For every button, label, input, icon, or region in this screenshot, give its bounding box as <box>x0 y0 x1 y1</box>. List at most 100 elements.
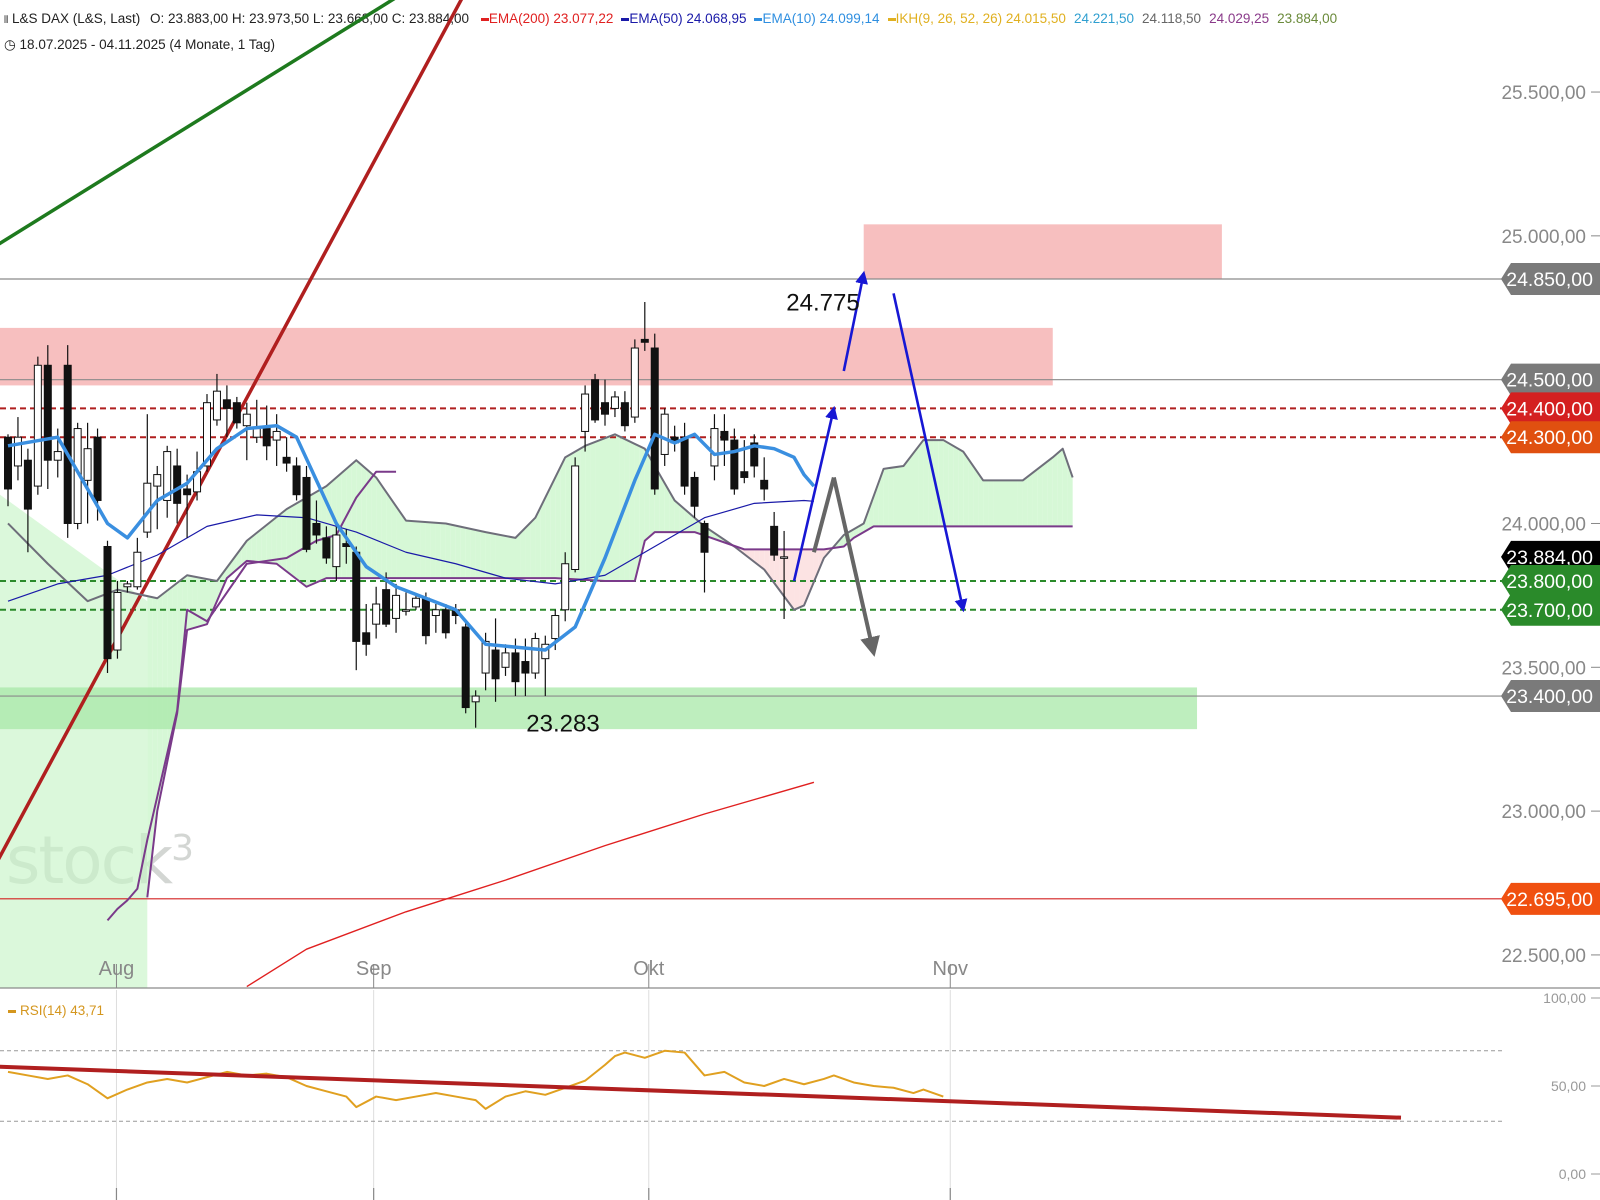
candle-down <box>650 347 659 490</box>
candle-down <box>312 522 321 536</box>
candle-up <box>252 428 261 438</box>
price-marker-label: 24.400,00 <box>1506 398 1593 420</box>
price-marker: 24.850,00 <box>1501 262 1600 295</box>
y-tick-label: 25.000,00 <box>1501 227 1586 248</box>
scenario-arrow <box>812 476 836 553</box>
candle-down <box>4 436 12 490</box>
candle-down <box>700 522 709 553</box>
ichimoku-cloud-slice <box>550 477 556 579</box>
ichimoku-cloud-slice <box>197 577 203 628</box>
candle-down <box>760 479 769 490</box>
candle-up <box>272 430 281 441</box>
candle-down <box>690 476 699 507</box>
ichimoku-cloud-slice <box>590 441 596 581</box>
ichimoku-cloud-slice <box>963 451 969 527</box>
ichimoku-cloud-slice <box>1012 480 1018 527</box>
ichimoku-cloud-slice <box>356 460 362 579</box>
ichimoku-cloud-slice <box>993 480 999 527</box>
candle-down <box>720 430 729 441</box>
ichimoku-cloud-slice <box>1062 448 1068 527</box>
ichimoku-cloud-slice <box>525 522 531 579</box>
candle-up <box>431 609 440 617</box>
candle-down <box>601 402 609 415</box>
ichimoku-cloud-slice <box>231 554 237 574</box>
ichimoku-cloud-slice <box>813 549 819 582</box>
ichimoku-cloud-slice <box>639 446 645 561</box>
candle-up <box>113 592 122 651</box>
price-panel <box>0 0 1503 988</box>
ichimoku-cloud-slice <box>271 517 277 564</box>
ichimoku-cloud-slice <box>789 549 795 610</box>
price-marker: 23.700,00 <box>1501 593 1600 626</box>
ichimoku-cloud-slice <box>759 549 765 570</box>
ichimoku-cloud-slice <box>913 446 919 527</box>
candle-up <box>780 556 789 559</box>
ichimoku-cloud-slice <box>1057 448 1063 527</box>
rsi-trendline <box>0 1064 1402 1120</box>
ichimoku-cloud-slice <box>376 477 382 579</box>
candle-up <box>53 451 62 461</box>
ichimoku-cloud-slice <box>629 441 635 582</box>
candle-down <box>183 488 192 496</box>
candle-down <box>292 465 301 496</box>
price-marker-badge <box>1501 680 1600 713</box>
ema50-line <box>7 499 815 602</box>
ichimoku-cloud-slice <box>500 534 506 579</box>
ichimoku-span-a <box>7 433 1074 611</box>
candle-up <box>83 448 92 481</box>
candle-down <box>352 551 361 642</box>
ichimoku-cloud-slice <box>585 443 591 581</box>
ichimoku-cloud-slice <box>784 549 790 604</box>
resistance-zone <box>0 327 1053 386</box>
ichimoku-cloud-slice <box>381 484 387 579</box>
ichimoku-cloud-slice <box>804 549 809 606</box>
legend-swatch <box>480 17 489 21</box>
price-marker-badge <box>1501 421 1600 454</box>
period-label: 18.07.2025 - 04.11.2025 (4 Monate, 1 Tag… <box>19 37 275 52</box>
ichimoku-cloud-slice <box>1037 464 1043 527</box>
ichimoku-cloud-slice <box>1017 480 1023 527</box>
price-axis: 25.500,00 25.000,00 24.000,00 23.500,00 23.0… <box>1501 83 1600 967</box>
candle-down <box>640 338 649 343</box>
price-marker: 23.400,00 <box>1501 680 1600 713</box>
ichimoku-cloud-slice <box>281 509 287 572</box>
ichimoku-cloud-slice <box>659 474 665 533</box>
legend-item: EMA(50) 24.068,95 <box>629 11 747 26</box>
candle-up <box>332 534 341 568</box>
candle-down <box>740 471 749 478</box>
header-title: L&S DAX (L&S, Last) <box>11 11 141 26</box>
price-marker: 24.300,00 <box>1501 421 1600 454</box>
candle-up <box>471 695 480 703</box>
ichimoku-cloud-slice <box>207 579 212 625</box>
price-marker: 23.884,00 <box>1501 540 1600 573</box>
ichimoku-cloud-slice <box>440 523 446 579</box>
price-marker-badge <box>1501 593 1600 626</box>
candle-down <box>382 589 391 625</box>
ichimoku-cloud-slice <box>430 522 436 579</box>
ichimoku-cloud-slice <box>838 534 844 548</box>
ichimoku-cloud-slice <box>888 467 894 527</box>
candle-down <box>93 436 102 501</box>
candles-icon: ⫴ <box>4 15 9 26</box>
candle-down <box>680 436 689 487</box>
ichimoku-cloud-slice <box>1003 480 1008 527</box>
price-marker-label: 24.850,00 <box>1506 269 1593 291</box>
ichimoku-cloud-slice <box>624 439 630 582</box>
price-marker-label: 24.300,00 <box>1506 427 1593 449</box>
price-marker: 22.695,00 <box>1501 882 1600 915</box>
rsi-label: RSI(14) 43,71 <box>20 1003 105 1018</box>
candle-up <box>561 563 570 611</box>
legend-swatch <box>887 17 896 21</box>
y-tick-label: 22.500,00 <box>1501 946 1586 967</box>
price-marker-label: 24.500,00 <box>1506 370 1593 392</box>
rsi-y-tick-label: 100,00 <box>1543 990 1586 1006</box>
ichimoku-cloud-slice <box>973 465 979 527</box>
candle-up <box>501 652 510 668</box>
ichimoku-cloud-slice <box>346 464 352 579</box>
price-plot <box>0 0 1503 988</box>
ichimoku-cloud-slice <box>540 497 546 579</box>
ichimoku-cloud-slice <box>684 509 690 533</box>
candle-up <box>531 638 540 674</box>
rsi-y-tick-label: 0,00 <box>1559 1166 1586 1182</box>
